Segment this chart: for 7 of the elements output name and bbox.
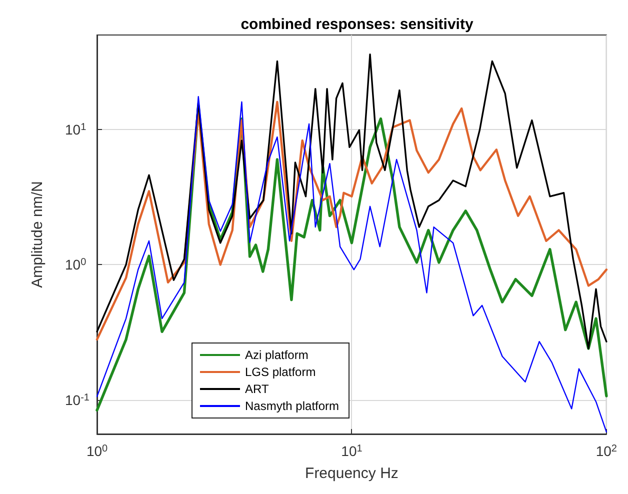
legend-label: LGS platform	[245, 365, 316, 379]
legend-label: ART	[245, 382, 270, 396]
x-axis-title: Frequency Hz	[305, 465, 398, 482]
legend-label: Azi platform	[245, 348, 308, 362]
chart-title: combined responses: sensitivity	[240, 16, 474, 33]
legend-label: Nasmyth platform	[245, 399, 340, 413]
y-axis-title: Amplitude nm/N	[29, 181, 46, 288]
